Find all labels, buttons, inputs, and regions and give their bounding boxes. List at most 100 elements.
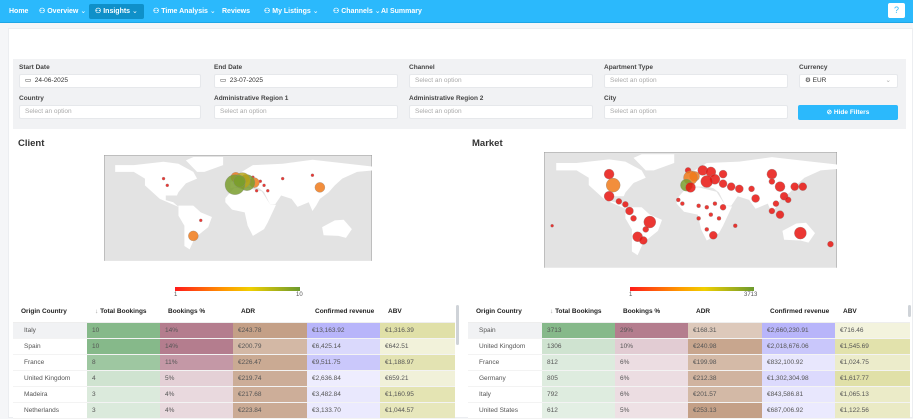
map-bubble: [708, 212, 713, 217]
map-bubble: [794, 226, 807, 240]
map-bubble: [790, 182, 799, 191]
table-cell: 6%: [615, 386, 688, 403]
users-icon: ⚇: [39, 8, 46, 15]
map-bubble: [712, 201, 718, 206]
nav-overview[interactable]: ⚇ Overview ⌄: [33, 4, 92, 19]
city-select[interactable]: Select an option: [604, 105, 788, 119]
country-select[interactable]: Select an option: [19, 105, 201, 119]
table-cell: United Kingdom: [468, 338, 542, 355]
column-header[interactable]: Confirmed revenue: [762, 302, 835, 323]
users-icon: ⚇: [264, 8, 271, 15]
city-label: City: [604, 95, 617, 102]
table-cell: €3,133.70: [307, 402, 380, 419]
map-bubble: [774, 181, 786, 192]
map-bubble: [615, 198, 623, 205]
nav-my-listings[interactable]: ⚇ My Listings ⌄: [258, 4, 325, 19]
table-row[interactable]: Germany 805 6% €212.38 €1,302,304.98 €1,617.7…: [468, 370, 910, 387]
table-cell: Madeira: [13, 386, 87, 403]
chevron-down-icon: ⌄: [80, 8, 87, 15]
nav-reviews[interactable]: Reviews: [216, 4, 256, 19]
table-cell: 812: [542, 354, 615, 371]
client-legend-min: 1: [174, 292, 178, 298]
table-row[interactable]: France 812 6% €199.98 €832,100.92 €1,024.75: [468, 354, 910, 371]
column-header[interactable]: Bookings %: [615, 302, 688, 323]
nav-time-analysis[interactable]: ⚇ Time Analysis ⌄: [147, 4, 222, 19]
nav-label: My Listings: [272, 8, 311, 15]
table-row[interactable]: Italy 10 14% €243.78 €13,163.92 €1,316.39: [13, 322, 455, 339]
region2-select[interactable]: Select an option: [409, 105, 593, 119]
table-header: Origin Country ↓ Total Bookings Bookings %…: [468, 302, 910, 323]
column-header[interactable]: Origin Country: [468, 302, 542, 323]
map-bubble: [643, 215, 656, 229]
table-cell: 3: [87, 386, 160, 403]
channel-select[interactable]: Select an option: [409, 74, 593, 88]
table-cell: 6%: [615, 354, 688, 371]
start-date-input[interactable]: ▭ 24-06-2025: [19, 74, 201, 88]
column-header[interactable]: ADR: [233, 302, 307, 323]
nav-label: Channels: [341, 8, 373, 15]
column-header[interactable]: Confirmed revenue: [307, 302, 380, 323]
client-map[interactable]: [104, 155, 372, 273]
table-cell: €253.13: [688, 402, 762, 419]
apartment-type-select[interactable]: Select an option: [604, 74, 788, 88]
eye-off-icon: ⊘: [826, 109, 833, 116]
map-bubble: [165, 183, 169, 187]
table-row[interactable]: United Kingdom 4 5% €219.74 €2,636.84 €659.21: [13, 370, 455, 387]
end-date-input[interactable]: ▭ 23-07-2025: [214, 74, 398, 88]
map-bubble: [266, 189, 270, 193]
table-cell: 14%: [160, 338, 233, 355]
map-bubble: [254, 189, 259, 193]
table-row[interactable]: Spain 10 14% €200.79 €6,425.14 €642.51: [13, 338, 455, 355]
end-date-value: 23-07-2025: [229, 77, 264, 84]
table-cell: €3,482.84: [307, 386, 380, 403]
table-row[interactable]: Madeira 3 4% €217.68 €3,482.84 €1,160.95: [13, 386, 455, 403]
table-cell: 10: [87, 322, 160, 339]
market-map[interactable]: [544, 152, 837, 281]
table-row[interactable]: United States 612 5% €253.13 €687,006.92 €1,1…: [468, 402, 910, 419]
table-row[interactable]: Spain 3713 29% €168.31 €2,660,230.91 €716.46: [468, 322, 910, 339]
chevron-down-icon: ⌄: [209, 8, 216, 15]
column-header[interactable]: ABV: [380, 302, 455, 323]
map-bubble: [727, 182, 736, 191]
hide-filters-button[interactable]: ⊘ Hide Filters: [798, 105, 898, 120]
table-row[interactable]: United Kingdom 1306 10% €240.98 €2,018,676.0…: [468, 338, 910, 355]
nav-ai-summary[interactable]: AI Summary: [375, 4, 428, 19]
column-header[interactable]: Bookings %: [160, 302, 233, 323]
map-landmass: [676, 187, 733, 241]
help-icon[interactable]: ?: [888, 3, 905, 18]
market-table-scrollbar[interactable]: [908, 305, 911, 317]
table-row[interactable]: France 8 11% €226.47 €9,511.75 €1,188.97: [13, 354, 455, 371]
map-landmass: [185, 157, 224, 172]
column-header[interactable]: ADR: [688, 302, 762, 323]
chevron-down-icon: ⌄: [132, 8, 138, 15]
top-nav: Home ⚇ Overview ⌄ ⚇ Insights ⌄ ⚇ Time Analy…: [0, 0, 913, 23]
map-bubble: [622, 201, 629, 208]
nav-label: Overview: [47, 8, 79, 15]
client-table-scrollbar[interactable]: [456, 305, 459, 345]
column-header[interactable]: ABV: [835, 302, 910, 323]
client-table: Origin Country ↓ Total Bookings Bookings %…: [13, 302, 455, 419]
users-icon: ⚇: [95, 8, 102, 15]
table-cell: 612: [542, 402, 615, 419]
nav-home[interactable]: Home: [3, 4, 34, 19]
map-bubble: [639, 236, 648, 245]
table-cell: 10%: [615, 338, 688, 355]
table-cell: Italy: [468, 386, 542, 403]
map-landmass: [230, 159, 372, 211]
region1-select[interactable]: Select an option: [214, 105, 398, 119]
sort-desc-icon: ↓: [95, 308, 99, 316]
hide-filters-label: Hide Filters: [833, 109, 870, 116]
table-row[interactable]: Italy 792 6% €201.57 €843,586.81 €1,065.13: [468, 386, 910, 403]
start-date-label: Start Date: [19, 64, 50, 71]
column-header[interactable]: ↓ Total Bookings: [542, 302, 615, 323]
currency-select[interactable]: ⚙ EUR ⌄: [799, 74, 898, 88]
table-cell: €200.79: [233, 338, 307, 355]
map-bubble: [748, 185, 755, 193]
nav-channels[interactable]: ⚇ Channels ⌄: [327, 4, 387, 19]
table-row[interactable]: Netherlands 3 4% €223.84 €3,133.70 €1,044.57: [13, 402, 455, 419]
map-bubble: [262, 183, 266, 187]
column-header[interactable]: ↓ Total Bookings: [87, 302, 160, 323]
nav-insights[interactable]: ⚇ Insights ⌄: [89, 4, 144, 19]
region1-label: Administrative Region 1: [214, 95, 289, 102]
column-header[interactable]: Origin Country: [13, 302, 87, 323]
